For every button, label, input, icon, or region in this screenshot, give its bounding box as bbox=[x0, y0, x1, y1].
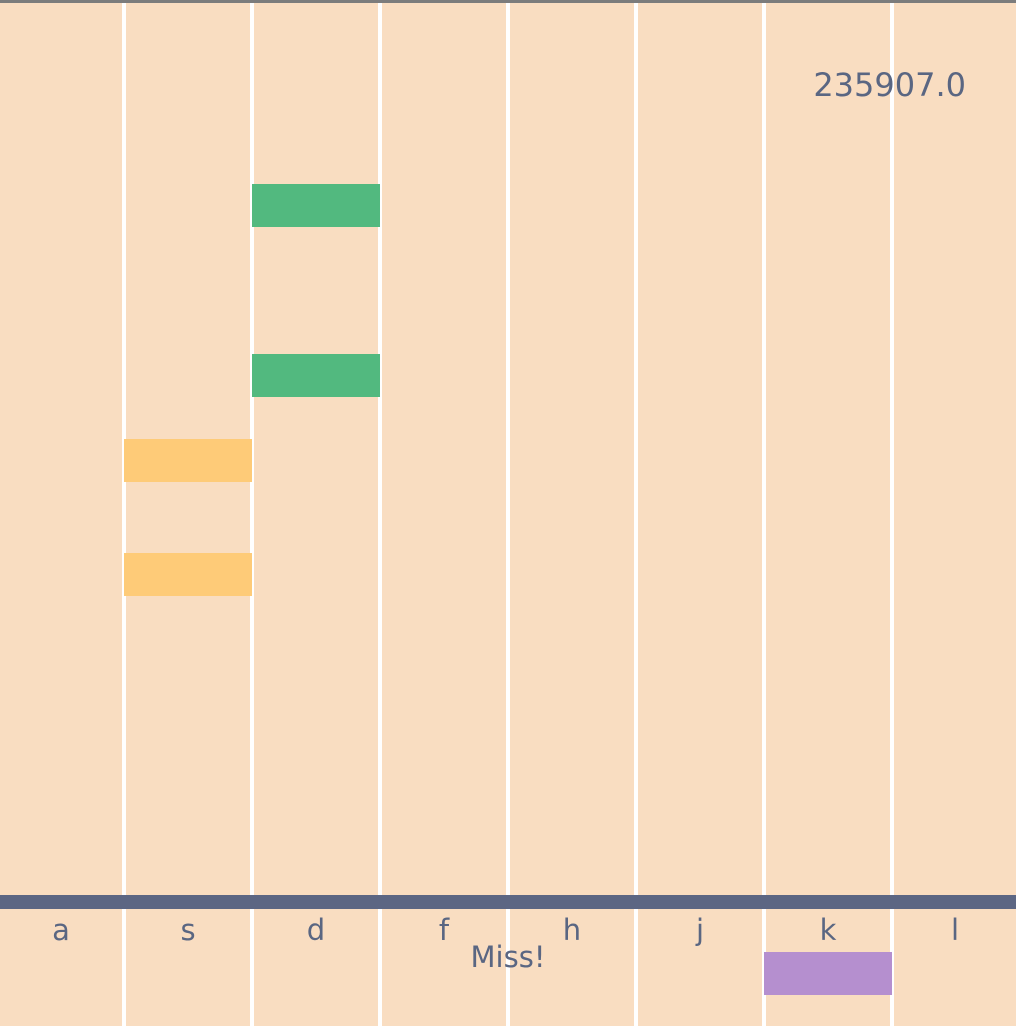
lane-divider bbox=[250, 3, 254, 1026]
lane-s[interactable] bbox=[126, 3, 250, 1026]
lane-a[interactable] bbox=[0, 3, 122, 1026]
hit-feedback: Miss! bbox=[470, 940, 546, 974]
lane-d[interactable] bbox=[254, 3, 378, 1026]
key-label-s: s bbox=[180, 913, 196, 947]
key-label-l: l bbox=[950, 913, 960, 947]
key-label-j: j bbox=[695, 913, 705, 947]
note-d-2 bbox=[252, 354, 380, 397]
note-s-1 bbox=[124, 439, 252, 482]
hit-line bbox=[0, 895, 1016, 909]
note-d-1 bbox=[252, 184, 380, 227]
key-label-a: a bbox=[52, 913, 70, 947]
key-label-f: f bbox=[438, 913, 450, 947]
lane-divider bbox=[122, 3, 126, 1026]
score-display: 235907.0 bbox=[813, 66, 966, 104]
lane-j[interactable] bbox=[638, 3, 762, 1026]
lane-k[interactable] bbox=[766, 3, 890, 1026]
note-s-2 bbox=[124, 553, 252, 596]
key-label-d: d bbox=[306, 913, 326, 947]
lane-divider bbox=[378, 3, 382, 1026]
top-border bbox=[0, 0, 1016, 3]
lane-h[interactable] bbox=[510, 3, 634, 1026]
lane-divider bbox=[634, 3, 638, 1026]
lane-divider bbox=[762, 3, 766, 1026]
key-label-k: k bbox=[819, 913, 837, 947]
key-label-h: h bbox=[562, 913, 582, 947]
lane-f[interactable] bbox=[382, 3, 506, 1026]
note-k-1 bbox=[764, 952, 892, 995]
lane-l[interactable] bbox=[894, 3, 1016, 1026]
lane-divider bbox=[890, 3, 894, 1026]
lane-divider bbox=[506, 3, 510, 1026]
